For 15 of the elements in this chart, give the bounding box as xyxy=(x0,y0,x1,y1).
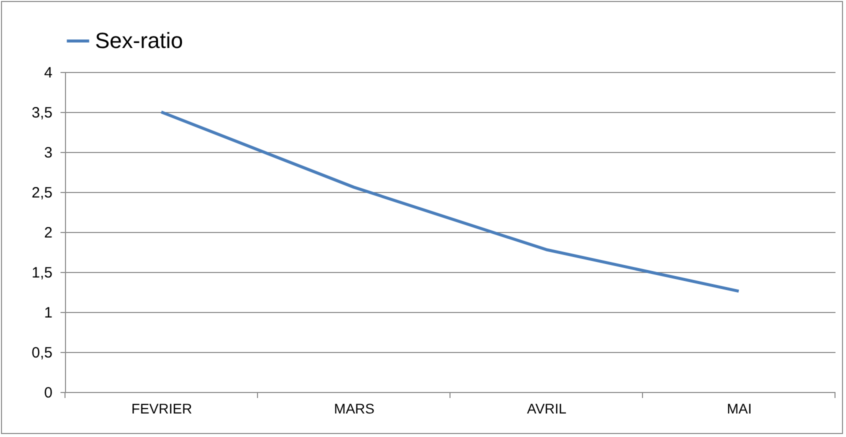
x-tick-label: MAI xyxy=(726,400,752,416)
x-tick-label: MARS xyxy=(334,400,374,416)
y-tick-label: 2,5 xyxy=(32,184,52,202)
y-tick-label: 3 xyxy=(44,144,52,162)
y-tick-label: 0,5 xyxy=(32,344,52,362)
y-tick-label: 2 xyxy=(44,224,52,242)
x-tick-label: FEVRIER xyxy=(131,400,192,416)
y-tick-label: 0 xyxy=(44,384,52,402)
y-tick-label: 4 xyxy=(44,64,52,82)
y-tick-label: 3,5 xyxy=(32,104,52,122)
line-series xyxy=(160,110,740,293)
y-tick-label: 1 xyxy=(44,304,52,322)
legend-label: Sex-ratio xyxy=(95,28,184,53)
y-tick-label: 1,5 xyxy=(32,264,52,282)
x-tick-label: AVRIL xyxy=(527,400,567,416)
